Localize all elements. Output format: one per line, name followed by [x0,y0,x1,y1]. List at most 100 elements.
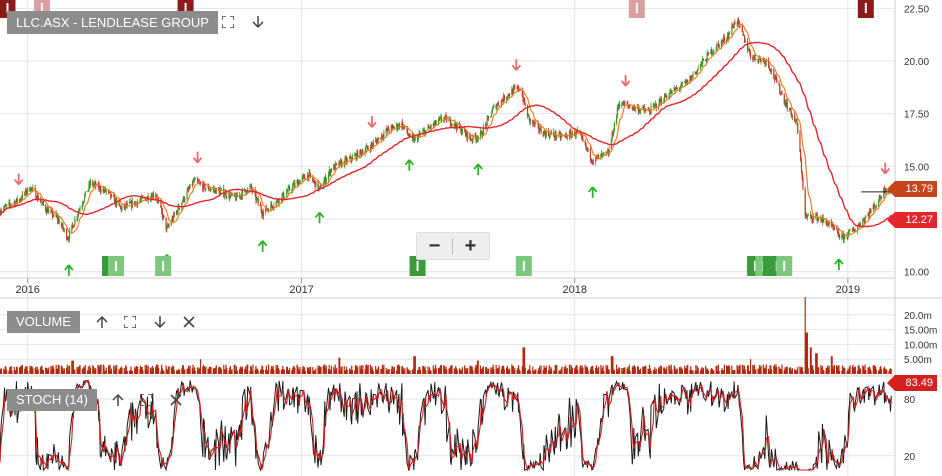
volume-bar [24,366,27,374]
volume-bar [653,369,655,374]
candle-body [210,188,212,190]
candle-body [807,215,809,217]
candle-body [561,135,563,137]
expand-icon[interactable] [220,14,236,30]
volume-bar [660,365,662,374]
volume-bar [758,365,761,374]
volume-bar [497,368,499,374]
volume-bar [0,368,2,374]
arrow-up-icon[interactable] [94,314,110,330]
volume-bar [449,366,452,374]
volume-bar [68,366,70,374]
event-marker[interactable] [409,256,426,276]
volume-bar [459,370,461,374]
expand-icon[interactable] [138,392,154,408]
volume-bar [868,366,871,374]
stoch-panel-title[interactable]: STOCH (14) [7,389,97,411]
volume-bar [608,369,610,374]
volume-bar [57,368,59,374]
candle-body [501,99,503,101]
volume-bar [717,371,719,374]
candle-body [173,213,175,221]
event-markers[interactable] [0,0,874,276]
candle-body [574,131,576,137]
arrow-up-icon[interactable] [110,392,126,408]
volume-bar [378,366,380,374]
event-marker[interactable] [776,256,793,276]
candle-body [883,187,885,198]
volume-bar [267,370,269,374]
volume-bar [89,367,92,374]
candle-body [780,92,782,94]
candle-body [508,94,510,96]
candle-body [839,235,841,239]
volume-panel-title[interactable]: VOLUME [7,311,80,333]
candle-body [152,193,154,199]
candle-body [500,99,502,106]
candle-body [621,105,623,107]
candle-body [702,59,705,61]
price-panel-title[interactable]: LLC.ASX - LENDLEASE GROUP [7,11,218,34]
candle-body [209,189,211,191]
volume-bar [110,370,112,374]
volume-bar [674,367,676,374]
zoom-in-button[interactable]: + [453,233,488,259]
volume-bar [297,368,300,374]
event-marker[interactable] [857,0,874,18]
zoom-out-button[interactable]: − [417,233,452,259]
candle-body [486,118,488,126]
candle-body [712,51,714,54]
close-icon[interactable] [168,392,184,408]
event-marker[interactable] [515,256,532,276]
candle-body [529,118,531,123]
event-marker[interactable] [107,256,124,276]
arrow-down-icon[interactable] [152,314,168,330]
volume-bar [758,369,760,374]
volume-bar [403,370,405,374]
volume-bar [639,369,641,374]
candle-body [607,151,609,153]
volume-bar [98,365,100,374]
volume-bar [705,365,707,374]
volume-bar [173,366,175,374]
candle-body [832,224,834,228]
event-marker[interactable] [155,256,172,276]
volume-bar [393,367,395,374]
volume-bar [592,365,594,374]
candle-body [313,180,315,182]
candle-body [129,201,131,204]
volume-bar [259,370,262,374]
candle-body [696,71,698,73]
candle-body [123,204,125,208]
volume-bar [302,366,304,374]
volume-bar [399,366,401,374]
candle-body [207,186,209,189]
candle-body [357,151,359,158]
expand-icon[interactable] [122,314,138,330]
volume-bar [173,370,175,374]
candle-body [843,235,845,240]
candle-body [348,157,351,159]
candle-body [862,219,865,221]
event-marker-glyph [522,261,525,271]
volume-bar [428,367,431,374]
candle-body [812,219,814,221]
candle-body [492,106,494,110]
arrow-down-icon[interactable] [250,14,266,30]
volume-bar [235,366,238,374]
volume-bar [330,370,332,374]
candle-body [193,179,196,181]
candle-body [286,192,288,197]
candle-body [262,214,264,217]
volume-bar [799,366,801,374]
candle-body [632,108,634,110]
zoom-control: − + [416,232,490,260]
close-icon[interactable] [181,314,197,330]
event-marker[interactable] [628,0,645,18]
volume-bar [437,368,440,374]
volume-bar [852,364,854,374]
volume-bar [129,370,131,374]
volume-bar [199,359,202,374]
volume-bar [518,369,520,374]
